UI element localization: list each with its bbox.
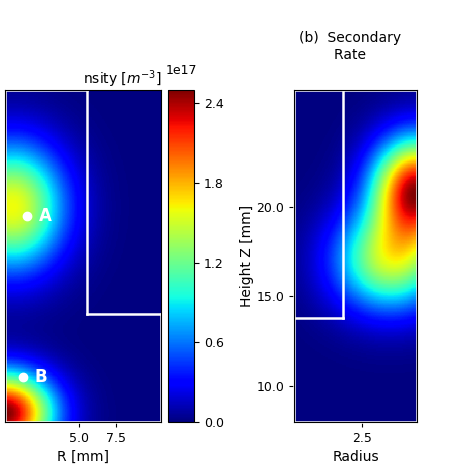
Text: 1e17: 1e17 [165, 64, 197, 77]
Y-axis label: Height Z [mm]: Height Z [mm] [239, 205, 254, 307]
X-axis label: R [mm]: R [mm] [57, 450, 109, 464]
X-axis label: Radius: Radius [332, 450, 379, 464]
Text: B: B [35, 368, 47, 386]
Text: (b)  Secondary
        Rate: (b) Secondary Rate [299, 31, 401, 62]
Text: A: A [39, 207, 52, 225]
Text: nsity $[m^{-3}]$: nsity $[m^{-3}]$ [82, 68, 161, 90]
